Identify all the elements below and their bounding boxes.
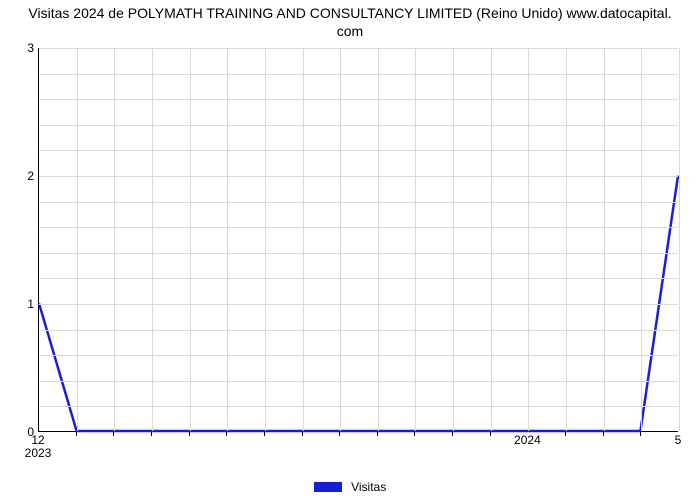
gridline-vertical	[641, 48, 642, 431]
legend: Visitas	[0, 479, 700, 494]
x-minor-tick	[113, 432, 114, 436]
x-minor-tick	[264, 432, 265, 436]
gridline-vertical	[152, 48, 153, 431]
chart-title-line1: Visitas 2024 de POLYMATH TRAINING AND CO…	[28, 5, 671, 21]
gridline-horizontal	[39, 125, 678, 126]
gridline-vertical	[453, 48, 454, 431]
x-minor-tick	[302, 432, 303, 436]
line-series	[39, 48, 678, 431]
legend-label: Visitas	[351, 480, 386, 494]
x-minor-tick	[226, 432, 227, 436]
gridline-vertical	[190, 48, 191, 431]
gridline-vertical	[227, 48, 228, 431]
y-tick-label: 2	[4, 169, 34, 183]
gridline-horizontal	[39, 304, 678, 305]
gridline-horizontal	[39, 227, 678, 228]
y-tick-label: 1	[4, 297, 34, 311]
gridline-horizontal	[39, 381, 678, 382]
x-minor-tick	[377, 432, 378, 436]
y-tick-label: 3	[4, 41, 34, 55]
x-minor-tick	[76, 432, 77, 436]
gridline-horizontal	[39, 150, 678, 151]
gridline-vertical	[679, 48, 680, 431]
chart-title: Visitas 2024 de POLYMATH TRAINING AND CO…	[0, 4, 700, 40]
x-minor-tick	[414, 432, 415, 436]
x-minor-tick	[189, 432, 190, 436]
gridline-horizontal	[39, 74, 678, 75]
x-minor-tick	[490, 432, 491, 436]
gridline-vertical	[528, 48, 529, 431]
gridline-horizontal	[39, 406, 678, 407]
gridline-vertical	[604, 48, 605, 431]
gridline-vertical	[415, 48, 416, 431]
chart-container: Visitas 2024 de POLYMATH TRAINING AND CO…	[0, 0, 700, 500]
gridline-horizontal	[39, 330, 678, 331]
gridline-horizontal	[39, 176, 678, 177]
x-minor-tick	[339, 432, 340, 436]
chart-title-line2: com	[337, 23, 363, 39]
gridline-vertical	[378, 48, 379, 431]
gridline-vertical	[303, 48, 304, 431]
gridline-vertical	[566, 48, 567, 431]
gridline-horizontal	[39, 48, 678, 49]
gridline-horizontal	[39, 202, 678, 203]
x-minor-tick	[151, 432, 152, 436]
x-tick-label: 2024	[514, 434, 541, 447]
gridline-vertical	[265, 48, 266, 431]
gridline-horizontal	[39, 253, 678, 254]
gridline-vertical	[491, 48, 492, 431]
x-tick-label: 122023	[25, 434, 52, 460]
gridline-vertical	[77, 48, 78, 431]
gridline-horizontal	[39, 99, 678, 100]
legend-swatch	[314, 482, 342, 492]
x-minor-tick	[452, 432, 453, 436]
x-minor-tick	[640, 432, 641, 436]
gridline-vertical	[114, 48, 115, 431]
gridline-horizontal	[39, 355, 678, 356]
x-tick-label: 5	[675, 434, 682, 447]
x-minor-tick	[603, 432, 604, 436]
plot-area	[38, 48, 678, 432]
gridline-horizontal	[39, 278, 678, 279]
gridline-vertical	[340, 48, 341, 431]
x-minor-tick	[565, 432, 566, 436]
